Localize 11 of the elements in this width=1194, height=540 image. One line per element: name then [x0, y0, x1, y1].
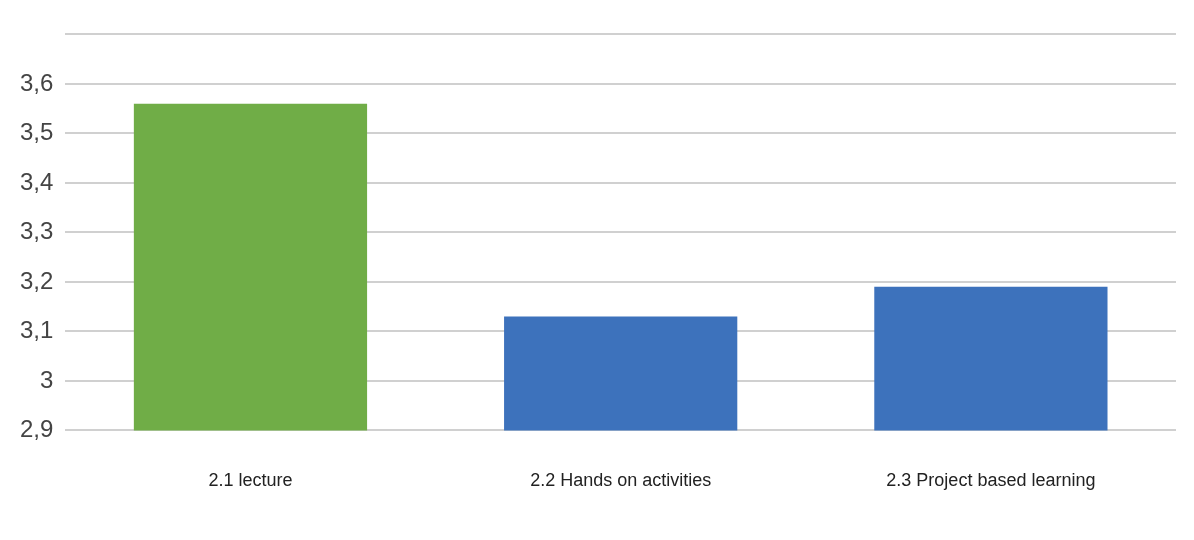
y-tick-label: 3 [40, 365, 54, 393]
y-tick-label: 3,4 [19, 167, 54, 195]
x-tick-label: 2.3 Project based learning [886, 470, 1096, 491]
y-tick-label: 3,2 [19, 266, 54, 294]
y-tick-label: 3,3 [19, 217, 54, 245]
x-tick-label: 2.1 lecture [208, 470, 293, 491]
x-tick-label: 2.2 Hands on activities [530, 470, 712, 491]
y-tick-label: 3,6 [19, 68, 54, 96]
y-tick-label: 3,5 [19, 118, 54, 146]
y-tick-label: 2,9 [19, 415, 54, 443]
y-tick-label: 3,1 [19, 316, 54, 344]
